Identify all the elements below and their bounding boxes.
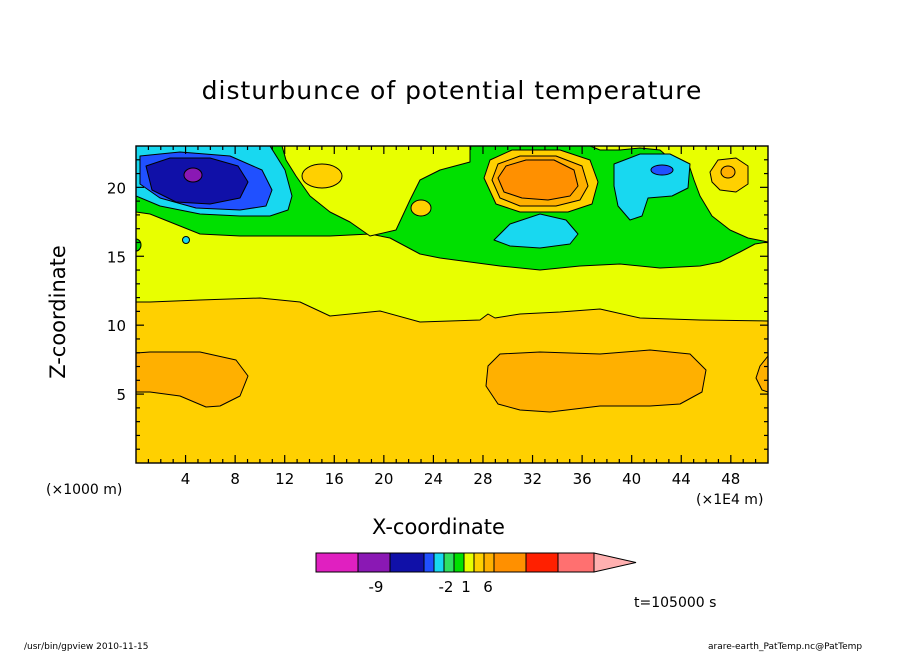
colorbar-swatch [463, 552, 475, 573]
lower-lobe-mid [485, 349, 707, 413]
axis-ticks [136, 146, 768, 463]
chart-title: disturbunce of potential temperature [201, 76, 703, 105]
colorbar-label: -9 [369, 578, 384, 596]
time-label: t=105000 s [634, 595, 717, 611]
colorbar-swatch [493, 552, 527, 573]
cold-dot [182, 236, 190, 244]
yellow-pocket-3 [301, 163, 343, 189]
warm-spot-core [720, 165, 736, 179]
colorbar-swatch [483, 552, 495, 573]
x-tick-label: 12 [275, 470, 294, 488]
colorbar-swatch [473, 552, 485, 573]
x-tick-label: 48 [721, 470, 740, 488]
x-scale-label: (×1E4 m) [696, 492, 764, 508]
warm-ring-3 [497, 159, 579, 201]
colorbar-swatch [443, 552, 455, 573]
colorbar-swatch [315, 552, 359, 573]
colorbar-label: 1 [461, 578, 471, 596]
x-tick-label: 4 [181, 470, 191, 488]
y-tick-label: 5 [116, 386, 126, 404]
x-tick-label: 20 [374, 470, 393, 488]
cold-core [183, 167, 203, 183]
colorbar-swatch [557, 552, 595, 573]
x-unit-label: (×1000 m) [46, 482, 123, 498]
lower-lobe-left [136, 351, 249, 408]
y-tick-label: 10 [107, 317, 126, 335]
footer-source: arare-earth_PatTemp.nc@PatTemp [708, 642, 863, 652]
colorbar [315, 552, 637, 573]
x-tick-label: 8 [230, 470, 240, 488]
x-axis-label: X-coordinate [372, 515, 505, 539]
x-tick-label: 24 [424, 470, 443, 488]
y-tick-label: 20 [107, 179, 126, 197]
colorbar-labels: -9 -2 1 6 [369, 578, 493, 596]
x-tick-label: 32 [523, 470, 542, 488]
colorbar-swatch [423, 552, 435, 573]
x-tick-label: 36 [573, 470, 592, 488]
blue-dot [650, 164, 674, 176]
cyan-blob-1 [493, 213, 579, 249]
colorbar-label: 6 [483, 578, 493, 596]
colorbar-swatch [357, 552, 391, 573]
colorbar-swatch [525, 552, 559, 573]
y-tick-label: 15 [107, 248, 126, 266]
x-tick-label: 44 [672, 470, 691, 488]
y-axis-label: Z-coordinate [46, 245, 70, 379]
colorbar-label: -2 [439, 578, 454, 596]
plot-frame [135, 145, 769, 464]
x-tick-label: 28 [473, 470, 492, 488]
x-tick-label: 40 [622, 470, 641, 488]
colorbar-swatch [453, 552, 465, 573]
contour-field [136, 146, 768, 463]
yellow-pocket-4 [410, 199, 432, 217]
band-green [136, 146, 768, 271]
footer-command: /usr/bin/gpview 2010-11-15 [24, 642, 149, 652]
lower-lobe-right [755, 355, 768, 393]
colorbar-swatch [433, 552, 445, 573]
colorbar-arrow [593, 552, 637, 573]
colorbar-swatch [389, 552, 425, 573]
x-tick-label: 16 [325, 470, 344, 488]
